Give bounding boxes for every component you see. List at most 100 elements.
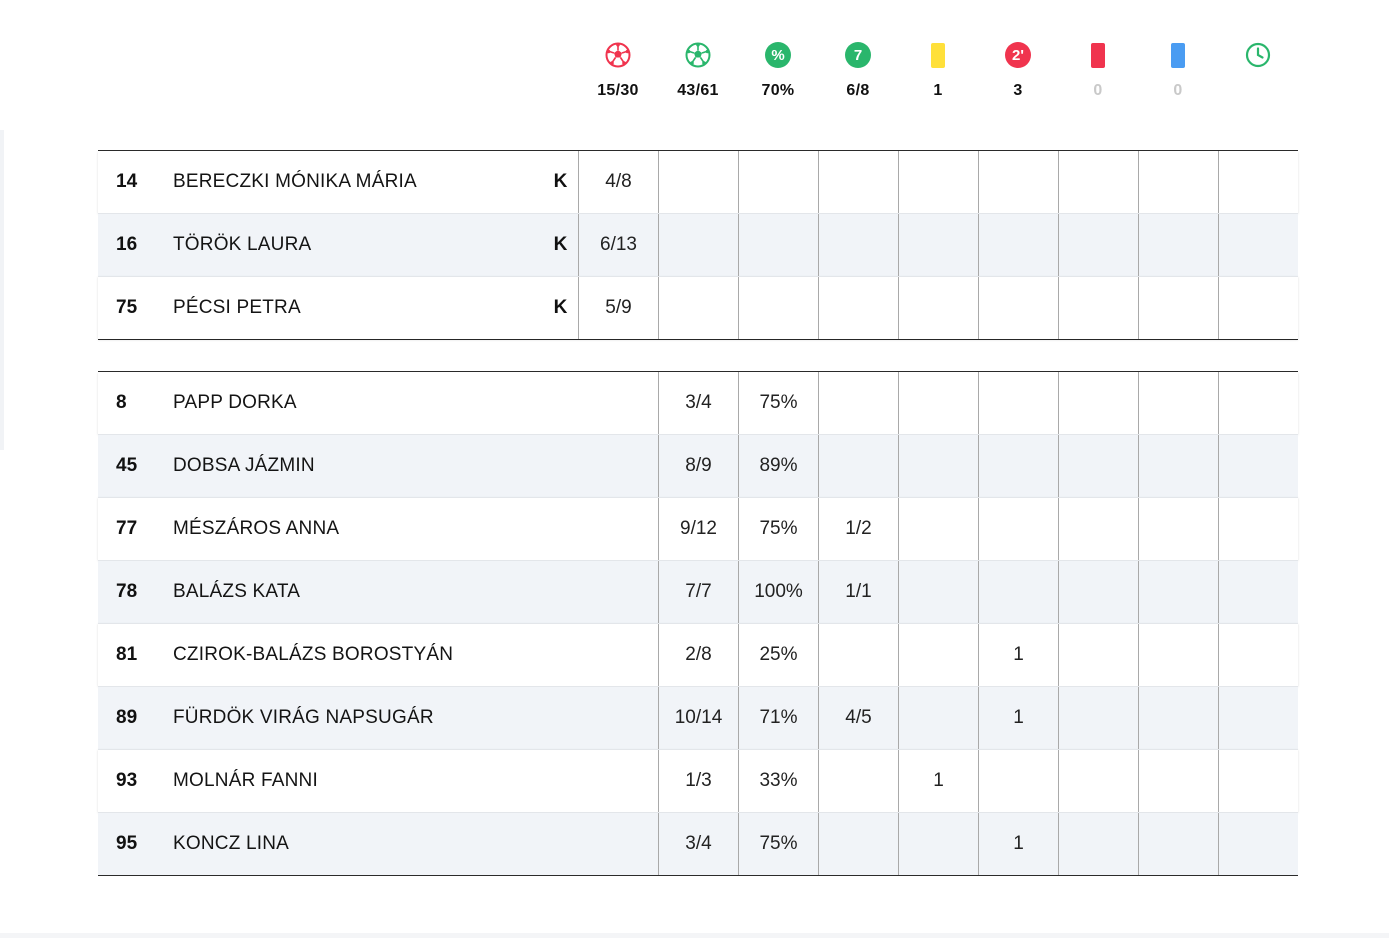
summary-column: 0	[1058, 38, 1138, 100]
goalkeeper-row[interactable]: 16 TÖRÖK LAURA K 6/13	[98, 213, 1298, 276]
red-card-cell	[1058, 813, 1138, 875]
blue-card-cell	[1138, 372, 1218, 434]
player-name[interactable]: FÜRDÖK VIRÁG NAPSUGÁR	[173, 707, 434, 728]
time-cell	[1218, 498, 1298, 560]
empty-stat-cell	[658, 277, 738, 339]
goals-cell: 8/9	[658, 435, 738, 497]
empty-stat-cell	[818, 214, 898, 276]
yellow-card-cell	[898, 624, 978, 686]
player-row[interactable]: 81 CZIROK-BALÁZS BOROSTYÁN 2/8 25% 1	[98, 623, 1298, 686]
seven-meter-cell: 1/2	[818, 498, 898, 560]
summary-column: 43/61	[658, 38, 738, 100]
percent-icon: %	[738, 38, 818, 72]
empty-stat-cell	[1138, 277, 1218, 339]
two-minute-icon: 2'	[978, 38, 1058, 72]
empty-stat-cell	[898, 214, 978, 276]
player-name[interactable]: BALÁZS KATA	[173, 581, 301, 602]
goalkeeper-row[interactable]: 14 BERECZKI MÓNIKA MÁRIA K 4/8	[98, 151, 1298, 213]
card-shape	[1171, 42, 1185, 68]
player-name[interactable]: MÉSZÁROS ANNA	[173, 518, 340, 539]
player-number: 78	[116, 581, 138, 602]
player-name[interactable]: DOBSA JÁZMIN	[173, 455, 315, 476]
yellow-card-cell	[898, 687, 978, 749]
seven-meter-cell	[818, 750, 898, 812]
left-edge-divider	[0, 130, 4, 450]
player-row[interactable]: 45 DOBSA JÁZMIN 8/9 89%	[98, 434, 1298, 497]
empty-stat-cell	[898, 277, 978, 339]
blue-card-cell	[1138, 624, 1218, 686]
empty-stat-cell	[1138, 151, 1218, 213]
red-card-cell	[1058, 372, 1138, 434]
summary-value: 0	[1093, 82, 1103, 99]
player-name[interactable]: CZIROK-BALÁZS BOROSTYÁN	[173, 644, 454, 665]
player-row[interactable]: 93 MOLNÁR FANNI 1/3 33% 1	[98, 749, 1298, 812]
two-minute-cell: 1	[978, 813, 1058, 875]
empty-stat-cell	[738, 151, 818, 213]
red-card-cell	[1058, 624, 1138, 686]
player-number: 75	[116, 297, 138, 318]
red-card-cell	[1058, 687, 1138, 749]
two-minute-cell	[978, 498, 1058, 560]
empty-stat-cell	[738, 277, 818, 339]
player-row[interactable]: 89 FÜRDÖK VIRÁG NAPSUGÁR 10/14 71% 4/5 1	[98, 686, 1298, 749]
goalkeeper-row[interactable]: 75 PÉCSI PETRA K 5/9	[98, 276, 1298, 339]
summary-column: 7 6/8	[818, 38, 898, 100]
blue-card-icon	[1138, 38, 1218, 72]
time-cell	[1218, 561, 1298, 623]
two-minute-cell	[978, 750, 1058, 812]
yellow-card-cell	[898, 561, 978, 623]
goals-cell: 9/12	[658, 498, 738, 560]
time-cell	[1218, 435, 1298, 497]
summary-value: 3	[1013, 82, 1023, 99]
player-name[interactable]: MOLNÁR FANNI	[173, 770, 318, 791]
goalkeepers-table: 14 BERECZKI MÓNIKA MÁRIA K 4/8 16 TÖRÖK LAURA…	[98, 150, 1298, 340]
percent-cell: 75%	[738, 498, 818, 560]
empty-stat-cell	[818, 151, 898, 213]
red-card-cell	[1058, 561, 1138, 623]
blue-card-cell	[1138, 561, 1218, 623]
player-row[interactable]: 77 MÉSZÁROS ANNA 9/12 75% 1/2	[98, 497, 1298, 560]
goalkeeper-badge: K	[553, 171, 568, 192]
goals-cell: 7/7	[658, 561, 738, 623]
yellow-card-cell	[898, 372, 978, 434]
icon-badge: %	[765, 42, 791, 68]
empty-stat-cell	[1138, 214, 1218, 276]
saves-cell: 6/13	[578, 214, 658, 276]
seven-meter-cell	[818, 372, 898, 434]
seven-meter-cell	[818, 813, 898, 875]
player-name[interactable]: BERECZKI MÓNIKA MÁRIA	[173, 171, 417, 192]
blue-card-cell	[1138, 687, 1218, 749]
goals-cell: 3/4	[658, 813, 738, 875]
percent-cell: 33%	[738, 750, 818, 812]
time-cell	[1218, 372, 1298, 434]
player-name[interactable]: PAPP DORKA	[173, 392, 297, 413]
icon-badge: 7	[845, 42, 871, 68]
player-name[interactable]: KONCZ LINA	[173, 833, 290, 854]
player-number: 93	[116, 770, 138, 791]
bottom-divider	[0, 933, 1389, 938]
summary-value: 43/61	[677, 82, 719, 99]
card-shape	[1091, 42, 1105, 68]
summary-value: 0	[1173, 82, 1183, 99]
seven-meter-cell	[818, 624, 898, 686]
empty-stat-cell	[1218, 214, 1298, 276]
player-row[interactable]: 8 PAPP DORKA 3/4 75%	[98, 372, 1298, 434]
player-name[interactable]: TÖRÖK LAURA	[173, 234, 312, 255]
empty-stat-cell	[1218, 151, 1298, 213]
goals-cell: 2/8	[658, 624, 738, 686]
percent-cell: 75%	[738, 813, 818, 875]
player-row[interactable]: 78 BALÁZS KATA 7/7 100% 1/1	[98, 560, 1298, 623]
player-row[interactable]: 95 KONCZ LINA 3/4 75% 1	[98, 812, 1298, 875]
clock-icon	[1218, 38, 1298, 72]
player-name[interactable]: PÉCSI PETRA	[173, 297, 301, 318]
saves-cell: 5/9	[578, 277, 658, 339]
two-minute-cell: 1	[978, 687, 1058, 749]
percent-cell: 25%	[738, 624, 818, 686]
blue-card-cell	[1138, 498, 1218, 560]
red-card-cell	[1058, 750, 1138, 812]
empty-stat-cell	[1058, 214, 1138, 276]
goalkeeper-ball-icon	[578, 38, 658, 72]
yellow-card-cell	[898, 813, 978, 875]
blue-card-cell	[1138, 813, 1218, 875]
